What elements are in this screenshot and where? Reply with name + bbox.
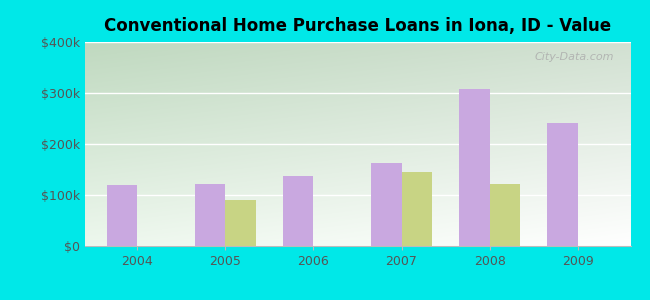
Bar	[283, 176, 313, 246]
Bar	[226, 200, 256, 246]
Bar	[107, 185, 137, 246]
Title: Conventional Home Purchase Loans in Iona, ID - Value: Conventional Home Purchase Loans in Iona…	[104, 17, 611, 35]
Text: City-Data.com: City-Data.com	[534, 52, 614, 62]
Bar	[402, 172, 432, 246]
Bar	[489, 184, 521, 246]
Bar	[194, 184, 226, 246]
Bar	[370, 164, 402, 246]
Bar	[547, 123, 578, 246]
Bar	[459, 89, 489, 246]
